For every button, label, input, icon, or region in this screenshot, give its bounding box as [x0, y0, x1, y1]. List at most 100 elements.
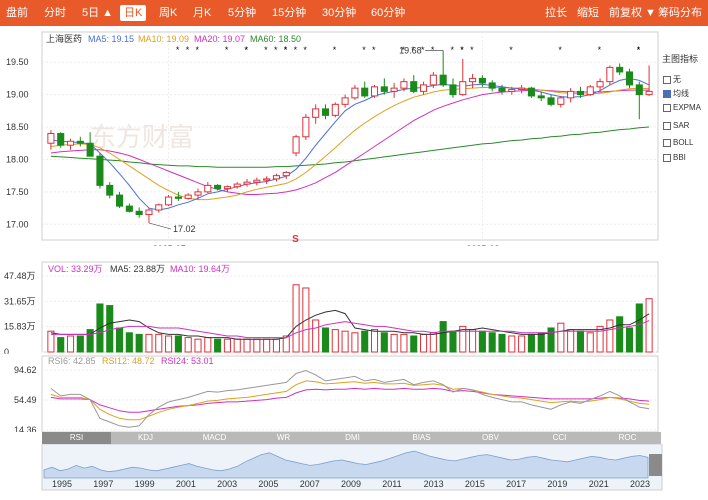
- year-label: 2003: [217, 479, 237, 489]
- volume-bar: [253, 338, 261, 353]
- indicator-boll[interactable]: BOLL: [663, 138, 693, 147]
- indicator-none[interactable]: 无: [663, 74, 681, 85]
- volume-chart[interactable]: 47.48万 31.65万 15.83万 0 VOL: 33.29万 MA5: 23.…: [0, 258, 662, 354]
- y-tick-label: 14.36: [14, 425, 37, 432]
- timeline-area-path: [43, 450, 649, 479]
- candle-body: [410, 81, 418, 92]
- adjust-mode-dropdown[interactable]: 前复权 ▼: [609, 7, 656, 19]
- kline-grid: [42, 32, 658, 240]
- tab-weekly-k[interactable]: 周K: [159, 7, 178, 19]
- tab-bias[interactable]: BIAS: [412, 433, 431, 442]
- event-star-marker: *: [196, 45, 200, 55]
- rsi24-line: [50, 387, 650, 413]
- indicator-expma[interactable]: EXPMA: [663, 103, 701, 112]
- year-label: 1997: [93, 479, 113, 489]
- indicator-bbi[interactable]: BBI: [663, 153, 686, 162]
- rsi-chart[interactable]: 94.62 54.49 14.36 RSI6: 42.85 RSI12: 48.72…: [0, 352, 662, 432]
- tab-obv[interactable]: OBV: [482, 433, 499, 442]
- tab-macd[interactable]: MACD: [202, 433, 227, 442]
- candle-body: [380, 86, 388, 92]
- candle-body: [194, 191, 202, 196]
- event-star-marker: *: [450, 45, 454, 55]
- timeline-navigator[interactable]: 1995 1997 1999 2001 2003 2005 2007 2009 2011 2013…: [0, 444, 708, 494]
- volume-bar: [635, 303, 643, 353]
- volume-bar: [47, 330, 55, 353]
- candle-body: [135, 210, 143, 216]
- indicator-ma[interactable]: 均线: [663, 88, 689, 99]
- volume-bar: [57, 337, 65, 353]
- volume-bar: [135, 333, 143, 353]
- volume-bar: [312, 319, 320, 353]
- tab-30min[interactable]: 30分钟: [322, 7, 357, 19]
- indicator-sar[interactable]: SAR: [663, 121, 689, 130]
- candle-body: [557, 97, 565, 105]
- volume-bar: [145, 333, 153, 353]
- tab-kdj[interactable]: KDJ: [137, 433, 154, 442]
- tab-60min[interactable]: 60分钟: [371, 7, 406, 19]
- tab-15min[interactable]: 15分钟: [272, 7, 307, 19]
- y-tick-label: 0: [4, 347, 9, 354]
- y-tick-label: 47.48万: [4, 271, 36, 281]
- tab-monthly-k[interactable]: 月K: [193, 7, 212, 19]
- tab-wr[interactable]: WR: [276, 433, 291, 442]
- timeline-range-handle[interactable]: [649, 454, 662, 476]
- ma20-line: [50, 89, 650, 195]
- candle-body: [321, 108, 330, 116]
- tab-dmi[interactable]: DMI: [345, 433, 360, 442]
- event-star-marker: *: [333, 45, 337, 55]
- tab-5min[interactable]: 5分钟: [228, 7, 257, 19]
- volume-bar: [155, 333, 163, 353]
- volume-bar: [586, 332, 594, 353]
- candle-body: [361, 87, 369, 97]
- candle: [263, 176, 271, 185]
- tab-rsi[interactable]: RSI: [42, 432, 111, 444]
- candle: [606, 65, 614, 85]
- year-label: 2011: [382, 479, 401, 489]
- candle: [625, 68, 634, 89]
- volume-bar: [233, 338, 241, 353]
- tab-cci[interactable]: CCI: [552, 433, 567, 442]
- event-star-marker: *: [460, 45, 464, 55]
- tab-premarket[interactable]: 盘前: [6, 7, 28, 19]
- candle-body: [527, 87, 535, 97]
- candle: [410, 75, 418, 94]
- event-star-marker: *: [421, 45, 425, 55]
- candle-body: [66, 140, 75, 146]
- candle-body: [272, 175, 280, 180]
- candle: [420, 81, 428, 95]
- candle-body: [243, 181, 251, 185]
- volume-bar: [204, 337, 212, 353]
- candle-body: [292, 136, 300, 154]
- candle: [116, 191, 124, 209]
- tab-5day[interactable]: 5日 ▲: [82, 7, 114, 19]
- volume-bar: [76, 335, 84, 353]
- event-star-marker: *: [598, 45, 602, 55]
- rsi-plot-area: [41, 355, 659, 432]
- kline-chart[interactable]: 东方财富 19.50 19.00 18.50 18.00 17.50 17.00 2025…: [0, 26, 660, 246]
- tab-roc[interactable]: ROC: [618, 433, 637, 442]
- volume-bar: [400, 333, 408, 353]
- candle-body: [596, 81, 604, 88]
- candle: [292, 134, 300, 157]
- stretch-button[interactable]: 拉长: [545, 7, 567, 19]
- tab-intraday[interactable]: 分时: [44, 7, 66, 19]
- candle-body: [253, 179, 261, 183]
- candle: [106, 182, 114, 199]
- year-label: 2007: [300, 479, 320, 489]
- volume-y-axis: 47.48万 31.65万 15.83万 0: [4, 271, 36, 354]
- candle-body: [155, 204, 163, 211]
- candle-body: [223, 186, 231, 190]
- volume-bar: [498, 333, 506, 353]
- checkbox-icon: [663, 75, 671, 84]
- chip-distribution-button[interactable]: 筹码分布: [658, 7, 702, 19]
- shrink-button[interactable]: 缩短: [577, 7, 599, 19]
- volume-bar: [616, 316, 624, 353]
- candle: [351, 84, 359, 100]
- candle-body: [341, 97, 349, 105]
- y-tick-label: 31.65万: [4, 296, 36, 306]
- tab-daily-k[interactable]: 日K: [120, 5, 147, 21]
- candle-body: [616, 66, 624, 73]
- candle: [145, 208, 153, 223]
- volume-bar: [459, 325, 467, 353]
- sell-signal-marker: S: [292, 234, 299, 245]
